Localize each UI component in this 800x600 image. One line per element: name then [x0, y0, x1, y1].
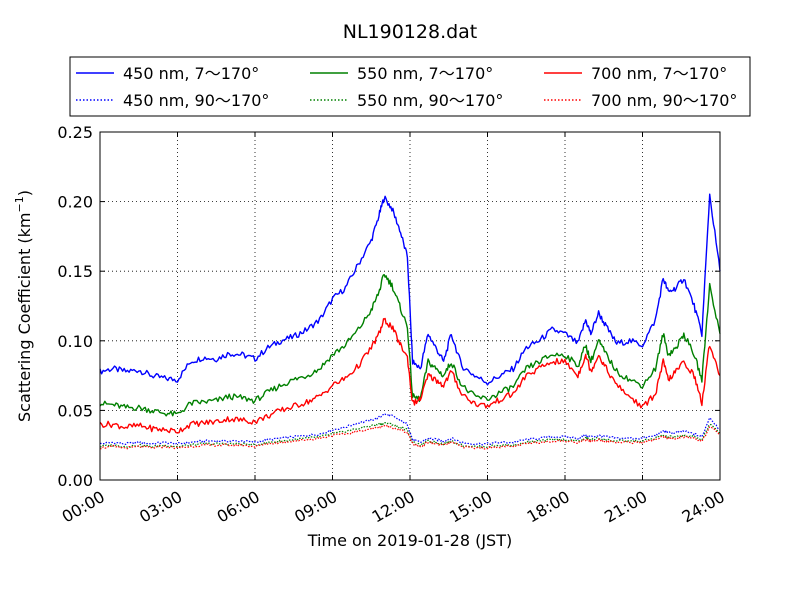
y-axis-label-close: ) [15, 190, 34, 196]
y-tick-label: 0.15 [57, 262, 93, 281]
series-group [99, 193, 721, 450]
legend-label: 450 nm, 7～170° [123, 64, 259, 83]
legend-label: 550 nm, 90～170° [357, 91, 503, 110]
series-line [99, 274, 721, 417]
chart-title: NL190128.dat [343, 21, 478, 43]
y-tick-label: 0.00 [57, 471, 93, 490]
y-tick-label: 0.05 [57, 401, 93, 420]
y-axis-label-exponent: −1 [13, 196, 26, 212]
series-line [99, 424, 721, 450]
legend-label: 700 nm, 90～170° [591, 91, 737, 110]
grid [100, 132, 720, 480]
y-tick-label: 0.10 [57, 332, 93, 351]
y-axis-label: Scattering Coefficient (km−1) [13, 190, 34, 422]
legend-label: 700 nm, 7～170° [591, 64, 727, 83]
series-line [99, 317, 721, 434]
series-line [99, 193, 721, 386]
series-line [99, 413, 721, 446]
legend-frame [69, 56, 751, 117]
y-axis-label-main: Scattering Coefficient (km [15, 212, 34, 422]
y-tick-label: 0.20 [57, 193, 93, 212]
legend: 450 nm, 7～170° 450 nm, 90～170° 550 nm, 7～1… [69, 56, 751, 117]
plot-area: 00:00 03:00 06:00 09:00 12:00 15:00 18:00 21:00… [57, 123, 728, 527]
legend-label: 550 nm, 7～170° [357, 64, 493, 83]
y-tick-label: 0.25 [57, 123, 93, 142]
x-axis-label: Time on 2019-01-28 (JST) [307, 531, 512, 550]
legend-label: 450 nm, 90～170° [123, 91, 269, 110]
